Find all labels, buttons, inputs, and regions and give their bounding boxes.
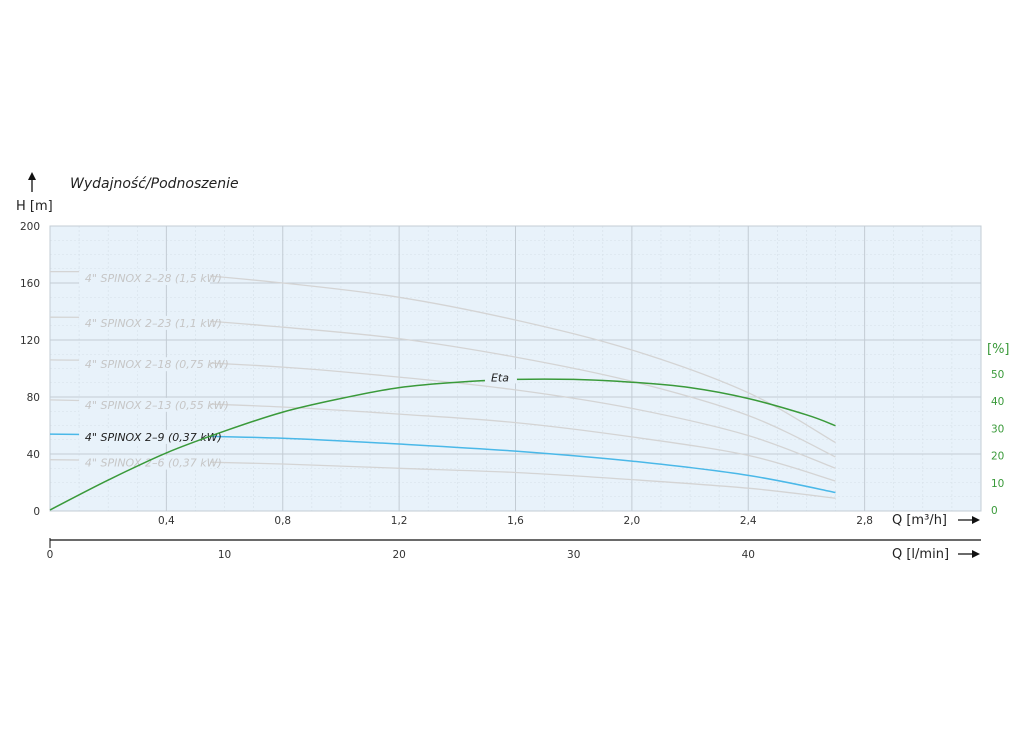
y2-tick-label: 40 <box>991 396 1004 408</box>
x-tick-label: 2,8 <box>856 515 873 527</box>
series-layer: 4" SPINOX 2–28 (1,5 kW) 4" SPINOX 2–23 (1… <box>49 270 836 511</box>
series-label-4: 4" SPINOX 2–9 (0,37 kW) <box>85 431 222 444</box>
series-label-3: 4" SPINOX 2–13 (0,55 kW) <box>85 399 229 412</box>
y2-tick-label: 0 <box>991 505 998 517</box>
eta-line <box>49 378 836 511</box>
x-tick-label: 1,6 <box>507 515 524 527</box>
series-label-2: 4" SPINOX 2–18 (0,75 kW) <box>85 358 229 371</box>
x-tick-label: 2,0 <box>624 515 641 527</box>
series-label-backing-3 <box>79 397 211 412</box>
series-label-5: 4" SPINOX 2–6 (0,37 kW) <box>85 457 222 470</box>
series-label-backing-0 <box>79 271 211 286</box>
x-axis-arrow <box>958 516 980 524</box>
x2-tick-label: 40 <box>742 549 755 561</box>
y-tick-label: 40 <box>27 449 40 461</box>
y2-tick-label: 50 <box>991 369 1004 381</box>
x-tick-label: 0,4 <box>158 515 175 527</box>
x2-tick-label: 30 <box>567 549 580 561</box>
x2-tick-label: 0 <box>47 549 54 561</box>
chart-title: Wydajność/Podnoszenie <box>70 176 239 192</box>
y-tick-label: 200 <box>20 221 40 233</box>
y2-axis-label: [%] <box>987 342 1010 357</box>
y-axis-arrow <box>28 172 36 192</box>
series-label-backing-2 <box>79 357 211 372</box>
y-tick-label: 160 <box>20 278 40 290</box>
x-tick-label: 1,2 <box>391 515 408 527</box>
x-tick-label: 2,4 <box>740 515 757 527</box>
y-axis-label: H [m] <box>16 199 53 214</box>
y-tick-label: 80 <box>27 392 40 404</box>
y-tick-label: 120 <box>20 335 40 347</box>
y-tick-label: 0 <box>33 506 40 518</box>
y2-tick-label: 20 <box>991 451 1004 463</box>
series-label-backing-4 <box>79 429 211 444</box>
eta-label: Eta <box>491 371 509 384</box>
plot-frame <box>49 225 982 512</box>
series-label-0: 4" SPINOX 2–28 (1,5 kW) <box>85 272 222 285</box>
x-tick-label: 0,8 <box>274 515 291 527</box>
x2-axis-arrow <box>958 550 980 558</box>
series-label-backing-1 <box>79 315 211 330</box>
x-axis-label: Q [m³/h] <box>892 513 947 528</box>
x2-axis-label: Q [l/min] <box>892 547 949 562</box>
y2-tick-label: 10 <box>991 478 1004 490</box>
series-label-1: 4" SPINOX 2–23 (1,1 kW) <box>85 317 222 330</box>
eta-label-backing <box>484 369 517 384</box>
x2-tick-label: 20 <box>392 549 405 561</box>
x2-tick-label: 10 <box>218 549 231 561</box>
y2-tick-label: 30 <box>991 423 1004 435</box>
